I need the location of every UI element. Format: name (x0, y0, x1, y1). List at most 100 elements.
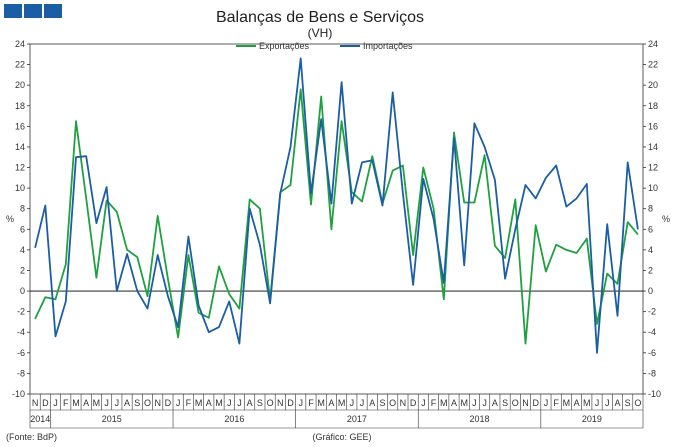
y-tick-label-right: 2 (648, 265, 653, 275)
x-month-label: N (32, 398, 39, 408)
x-month-label: M (338, 398, 346, 408)
x-month-label: J (115, 398, 120, 408)
y-tick-label-left: 20 (15, 80, 25, 90)
x-month-label: M (460, 398, 468, 408)
x-month-label: M (440, 398, 448, 408)
x-month-label: D (165, 398, 172, 408)
x-month-label: J (298, 398, 303, 408)
y-tick-label-right: 10 (648, 183, 658, 193)
chart-subtitle: (VH) (308, 26, 333, 40)
x-month-label: J (421, 398, 426, 408)
x-month-label: J (472, 398, 477, 408)
credit-note: (Gráfico: GEE) (312, 432, 371, 442)
x-month-label: F (63, 398, 69, 408)
y-tick-label-right: 6 (648, 224, 653, 234)
x-year-label: 2019 (582, 414, 602, 424)
x-month-label: F (431, 398, 437, 408)
x-month-label: A (451, 398, 457, 408)
x-month-label: J (227, 398, 232, 408)
x-month-label: M (317, 398, 325, 408)
header-block-3 (44, 4, 62, 18)
x-year-label: 2015 (102, 414, 122, 424)
legend-exports-label: Exportações (259, 41, 310, 51)
plot-frame (29, 43, 644, 395)
x-month-label: J (104, 398, 109, 408)
x-month-label: A (492, 398, 498, 408)
x-month-label: N (154, 398, 161, 408)
x-month-label: S (625, 398, 631, 408)
x-month-label: D (410, 398, 417, 408)
y-tick-label-right: 18 (648, 101, 658, 111)
y-tick-label-left: 2 (20, 265, 25, 275)
x-month-label: D (532, 398, 539, 408)
x-month-label: A (369, 398, 375, 408)
x-month-label: J (350, 398, 355, 408)
x-month-label: O (267, 398, 274, 408)
y-tick-label-right: -2 (648, 307, 656, 317)
series-imports-line (34, 57, 639, 354)
x-month-label: M (215, 398, 223, 408)
x-month-label: N (277, 398, 284, 408)
x-month-label: J (605, 398, 610, 408)
y-tick-label-left: 0 (20, 286, 25, 296)
x-month-label: F (186, 398, 192, 408)
x-month-label: D (42, 398, 49, 408)
x-month-label: S (502, 398, 508, 408)
x-month-label: J (544, 398, 549, 408)
x-month-label: J (360, 398, 365, 408)
y-tick-label-right: -8 (648, 368, 656, 378)
x-month-label: N (400, 398, 407, 408)
x-month-label: N (522, 398, 529, 408)
x-month-label: D (287, 398, 294, 408)
y-tick-label-right: -4 (648, 327, 656, 337)
y-tick-label-right: 16 (648, 121, 658, 131)
y-tick-label-right: 14 (648, 142, 658, 152)
x-month-label: S (379, 398, 385, 408)
x-month-label: M (72, 398, 80, 408)
y-tick-label-left: 6 (20, 224, 25, 234)
x-month-label: O (512, 398, 519, 408)
y-axis-label-right: % (662, 214, 670, 224)
y-tick-label-left: 10 (15, 183, 25, 193)
x-year-label: 2016 (224, 414, 244, 424)
series-exports-line (34, 88, 639, 345)
x-month-label: A (83, 398, 89, 408)
x-month-label: J (482, 398, 487, 408)
y-tick-label-right: 20 (648, 80, 658, 90)
y-tick-label-left: 14 (15, 142, 25, 152)
y-tick-label-left: -4 (17, 327, 25, 337)
x-month-label: A (614, 398, 620, 408)
x-month-label: S (134, 398, 140, 408)
y-tick-label-right: -6 (648, 348, 656, 358)
y-tick-label-left: 12 (15, 163, 25, 173)
legend-imports-label: Importações (363, 41, 413, 51)
x-month-label: A (574, 398, 580, 408)
x-month-label: S (257, 398, 263, 408)
chart-title: Balanças de Bens e Serviços (216, 9, 424, 26)
x-month-label: M (563, 398, 571, 408)
x-month-label: O (389, 398, 396, 408)
header-block-1 (4, 4, 22, 18)
y-tick-label-right: 24 (648, 39, 658, 49)
x-month-label: M (93, 398, 101, 408)
y-tick-label-right: 8 (648, 204, 653, 214)
x-month-label: O (144, 398, 151, 408)
source-note: (Fonte: BdP) (6, 432, 57, 442)
y-tick-label-right: -10 (648, 389, 661, 399)
x-month-label: M (195, 398, 203, 408)
y-tick-label-right: 0 (648, 286, 653, 296)
x-year-label: 2014 (30, 414, 50, 424)
y-axis-label-left: % (6, 214, 14, 224)
y-tick-label-left: -10 (12, 389, 25, 399)
y-tick-label-right: 12 (648, 163, 658, 173)
y-tick-label-right: 22 (648, 60, 658, 70)
y-tick-label-left: -8 (17, 368, 25, 378)
x-month-label: A (124, 398, 130, 408)
x-month-label: J (176, 398, 181, 408)
y-tick-label-left: 24 (15, 39, 25, 49)
y-tick-label-left: 8 (20, 204, 25, 214)
x-month-label: A (247, 398, 253, 408)
x-month-label: A (206, 398, 212, 408)
header-block-2 (24, 4, 42, 18)
